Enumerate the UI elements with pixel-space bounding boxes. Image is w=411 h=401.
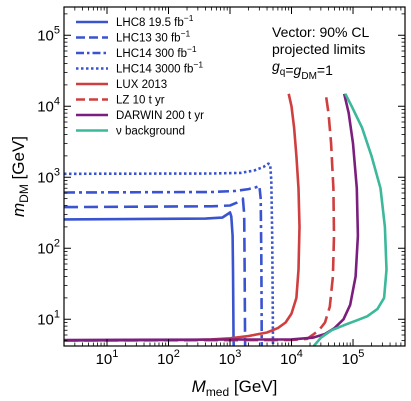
y-tick-label: 101 xyxy=(37,308,60,328)
y-axis-label: mDM [GeV] xyxy=(9,136,31,217)
y-tick-label: 104 xyxy=(37,95,60,115)
annotation-line-3: gq=gDM=1 xyxy=(272,58,333,82)
legend-label-8: ν background xyxy=(116,126,185,138)
x-tick-label: 103 xyxy=(219,348,242,368)
series-line-7 xyxy=(64,93,360,342)
annotation-line-2: projected limits xyxy=(272,41,365,57)
y-tick-label: 105 xyxy=(37,24,60,44)
y-tick-label: 103 xyxy=(37,166,60,186)
x-axis-label: Mmed [GeV] xyxy=(192,377,278,399)
axis-labels: Mmed [GeV] mDM [GeV] xyxy=(9,136,277,399)
annotation-line-1: Vector: 90% CL xyxy=(272,24,369,40)
series-layer xyxy=(64,93,388,346)
x-tick-label: 101 xyxy=(96,348,119,368)
series-line-2 xyxy=(64,197,247,346)
legend-label-3: LHC14 300 fb−1 xyxy=(116,44,197,60)
legend-label-6: LZ 10 t yr xyxy=(116,95,165,107)
series-line-3 xyxy=(64,184,263,346)
legend-label-4: LHC14 3000 fb−1 xyxy=(116,60,203,76)
legend-label-5: LUX 2013 xyxy=(116,79,167,91)
ticks-layer: 101 102 103 104 105 101 102 103 104 105 xyxy=(37,7,406,368)
y-tick-label: 102 xyxy=(37,237,60,257)
series-line-1 xyxy=(64,211,235,346)
x-tick-label: 105 xyxy=(342,348,365,368)
plot-frame xyxy=(63,6,406,347)
series-line-4 xyxy=(64,162,275,346)
series-line-8 xyxy=(312,93,388,346)
x-tick-label: 104 xyxy=(280,348,303,368)
legend-label-1: LHC8 19.5 fb−1 xyxy=(116,13,194,29)
x-tick-label: 102 xyxy=(157,348,180,368)
legend-label-2: LHC13 30 fb−1 xyxy=(116,29,191,45)
legend-label-7: DARWIN 200 t yr xyxy=(116,110,204,122)
